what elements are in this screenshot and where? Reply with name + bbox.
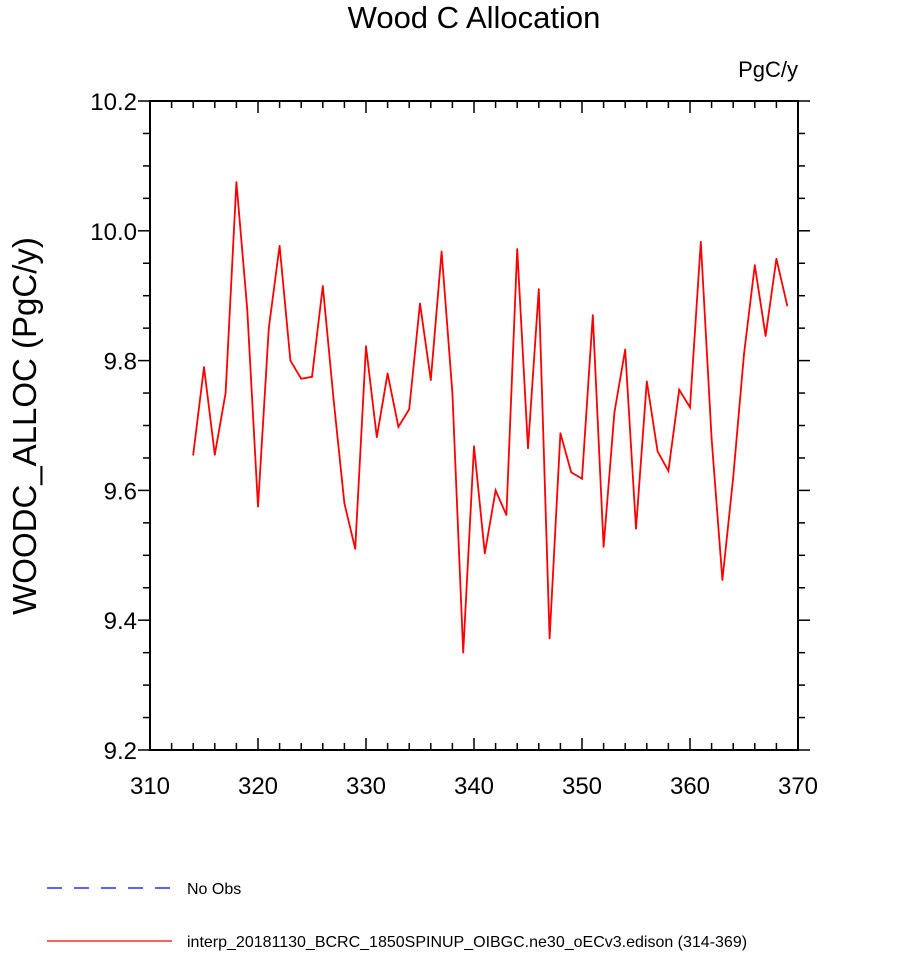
data-point xyxy=(365,345,367,348)
data-point xyxy=(656,450,659,453)
chart-title: Wood C Allocation xyxy=(348,0,601,35)
legend-label-model: interp_20181130_BCRC_1850SPINUP_OIBGC.ne… xyxy=(187,934,747,951)
data-point xyxy=(494,489,497,492)
data-point xyxy=(602,545,605,548)
y-tick-label: 9.2 xyxy=(104,738,137,765)
y-tick-label: 9.6 xyxy=(104,478,137,505)
legend: No Obs interp_20181130_BCRC_1850SPINUP_O… xyxy=(47,881,747,951)
data-point xyxy=(483,552,486,555)
data-point xyxy=(764,335,767,337)
data-point xyxy=(645,380,648,383)
data-point xyxy=(516,248,519,250)
data-point xyxy=(224,392,227,394)
x-tick-label: 360 xyxy=(670,773,710,800)
data-point xyxy=(386,372,389,375)
data-point xyxy=(678,388,681,391)
data-point xyxy=(332,398,335,401)
data-point xyxy=(289,359,292,362)
y-tick-label: 10.0 xyxy=(90,219,137,246)
axis-ticks xyxy=(138,100,810,751)
data-point xyxy=(613,411,616,414)
data-point xyxy=(548,637,551,640)
data-point xyxy=(462,651,465,654)
x-tick-label: 350 xyxy=(562,773,602,800)
data-point xyxy=(321,285,324,287)
data-point xyxy=(721,579,724,581)
data-point xyxy=(786,304,789,307)
y-tick-labels: 9.2 9.4 9.6 9.8 10.0 10.2 xyxy=(90,89,137,765)
data-point xyxy=(527,447,529,450)
data-point xyxy=(192,453,195,456)
data-point xyxy=(537,288,540,291)
x-tick-label: 320 xyxy=(238,773,278,800)
data-point xyxy=(213,453,216,456)
data-point xyxy=(505,514,508,516)
x-tick-labels: 310 320 330 340 350 360 370 xyxy=(130,773,818,800)
data-point xyxy=(203,366,205,368)
data-point xyxy=(710,437,713,440)
data-point xyxy=(451,392,454,394)
data-point xyxy=(559,432,562,435)
data-point xyxy=(570,471,573,474)
data-point xyxy=(581,477,583,480)
data-point xyxy=(278,244,281,247)
data-point xyxy=(257,505,259,508)
data-point xyxy=(440,250,443,253)
legend-label-no-obs: No Obs xyxy=(187,881,241,898)
data-point xyxy=(753,264,756,267)
data-point xyxy=(429,379,432,381)
data-point xyxy=(775,257,778,260)
data-point xyxy=(354,547,357,550)
series-group xyxy=(192,181,789,654)
data-point xyxy=(375,436,378,439)
data-point xyxy=(419,302,421,305)
x-tick-label: 370 xyxy=(778,773,818,800)
units-label: PgC/y xyxy=(738,57,798,82)
data-point xyxy=(689,406,691,409)
data-point xyxy=(267,327,270,330)
y-axis-label: WOODC_ALLOC (PgC/y) xyxy=(6,237,43,615)
data-point xyxy=(743,353,745,356)
data-point xyxy=(343,502,346,505)
y-tick-label: 9.4 xyxy=(104,608,137,635)
x-tick-label: 310 xyxy=(130,773,170,800)
data-point xyxy=(235,181,238,184)
x-tick-label: 330 xyxy=(346,773,386,800)
data-point xyxy=(300,377,303,380)
data-point xyxy=(397,425,400,428)
data-point xyxy=(408,408,411,411)
data-point xyxy=(311,375,313,378)
data-point xyxy=(624,348,627,351)
plot-frame xyxy=(149,100,799,751)
data-point xyxy=(699,240,702,243)
x-tick-label: 340 xyxy=(454,773,494,800)
y-tick-label: 10.2 xyxy=(90,89,137,116)
data-point xyxy=(732,476,735,479)
data-point xyxy=(667,470,670,472)
data-point xyxy=(473,445,475,448)
data-point xyxy=(246,307,249,310)
y-tick-label: 9.8 xyxy=(104,349,137,376)
data-point xyxy=(591,314,594,317)
series-line-0 xyxy=(192,182,789,653)
data-point xyxy=(635,527,637,530)
